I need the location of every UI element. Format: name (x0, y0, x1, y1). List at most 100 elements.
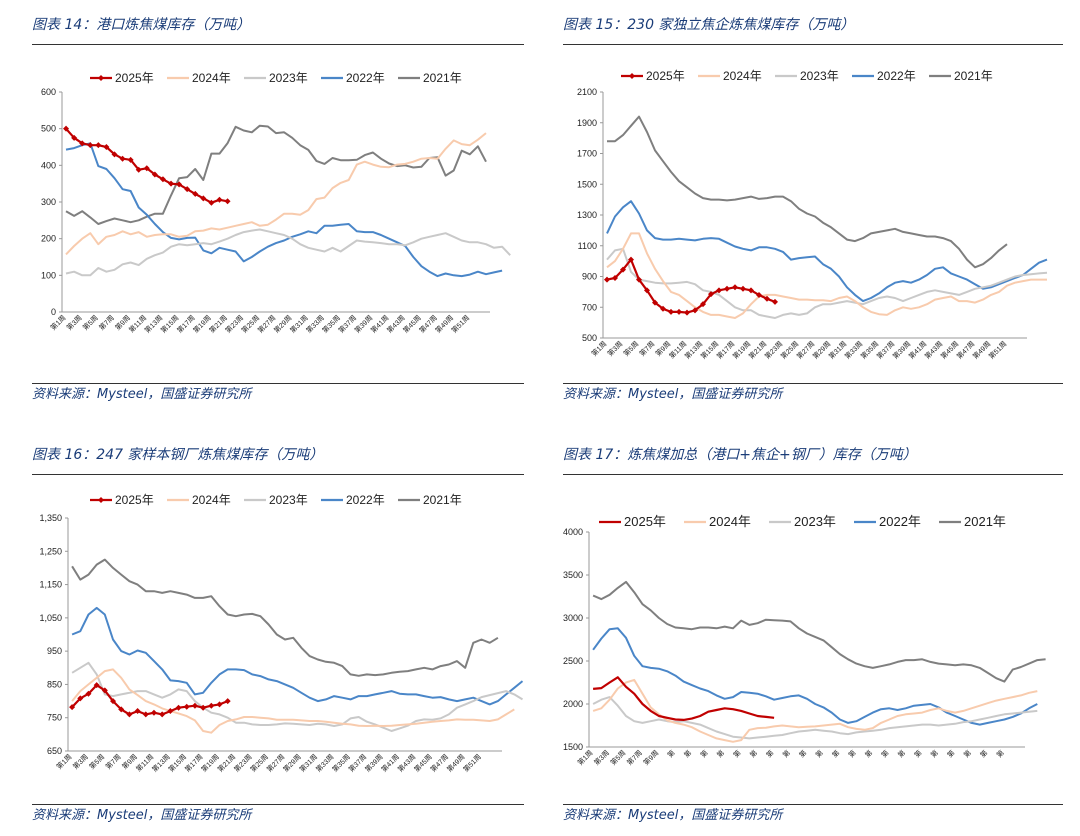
data-point (101, 687, 108, 694)
data-point (168, 180, 175, 187)
data-point (151, 171, 158, 178)
y-tick-label: 3000 (563, 613, 583, 623)
data-point (134, 708, 141, 715)
data-point (216, 701, 223, 708)
y-tick-label: 1,150 (39, 580, 62, 590)
x-tick-label: 第 (731, 748, 742, 759)
legend-label: 2021年 (954, 69, 993, 83)
legend-item: 2024年 (167, 493, 231, 507)
legend-item: 2022年 (321, 493, 385, 507)
legend-item: 2021年 (929, 69, 993, 83)
series-line-2021年 (592, 580, 1046, 683)
chart-panel-15: 图表 15：230 家独立焦企炼焦煤库存（万吨） 500 700 900 1100 13… (563, 10, 1063, 410)
y-tick-label: 200 (41, 234, 56, 244)
series-line-2021年 (65, 124, 487, 225)
y-tick-label: 1500 (563, 742, 583, 752)
x-tick-label: 第3周 (605, 339, 624, 358)
data-point (692, 307, 698, 314)
x-tick-label: 第 (665, 748, 676, 759)
line-chart: 6507508509501,0501,1501,2501,350第1周第3周第5… (39, 493, 524, 774)
chart-source: 资料来源：Mysteel，国盛证券研究所 (563, 383, 1063, 406)
data-point (192, 190, 199, 197)
data-point (127, 156, 134, 163)
data-point (652, 299, 658, 306)
legend-label: 2024年 (192, 71, 231, 85)
y-tick-label: 300 (41, 197, 56, 207)
y-tick-label: 650 (47, 746, 62, 756)
data-point (724, 285, 730, 292)
data-point (636, 276, 642, 283)
x-tick-label: 第51周 (461, 752, 483, 774)
data-point (119, 155, 126, 162)
x-tick-label: 第 (978, 748, 989, 759)
chart-title: 图表 14：港口炼焦煤库存（万吨） (32, 10, 524, 45)
data-point (77, 695, 84, 702)
data-point (191, 702, 198, 709)
data-point (175, 704, 182, 711)
line-chart: 500700900110013001500170019002100第1周第3周第… (577, 69, 1048, 361)
legend-item: 2021年 (939, 514, 1006, 529)
x-tick-label: 第 (863, 748, 874, 759)
y-tick-label: 500 (582, 333, 597, 343)
data-point (620, 266, 626, 273)
legend-item: 2023年 (244, 493, 308, 507)
chart-panel-14: 图表 14：港口炼焦煤库存（万吨） 0 100 200 300 400 500 600 第1周… (32, 10, 524, 410)
x-tick-label: 第5周 (608, 748, 627, 767)
data-point (118, 706, 125, 713)
data-point (87, 142, 94, 149)
data-point (71, 134, 78, 141)
series-line-2024年 (71, 668, 515, 734)
series-line-2021年 (607, 115, 1008, 269)
series-line-2025年 (606, 258, 776, 314)
y-tick-label: 500 (41, 124, 56, 134)
data-point (159, 176, 166, 183)
y-tick-label: 400 (41, 160, 56, 170)
x-tick-label: 第 (748, 748, 759, 759)
x-tick-label: 第 (764, 748, 775, 759)
series-line-2024年 (606, 232, 1047, 319)
data-point (176, 181, 183, 188)
series-line-2022年 (592, 627, 1038, 726)
x-tick-label: 第3周 (592, 748, 611, 767)
legend-label: 2021年 (423, 71, 462, 85)
chart-source: 资料来源：Mysteel，国盛证券研究所 (32, 383, 524, 406)
legend-item: 2023年 (769, 514, 836, 529)
data-point (184, 186, 191, 193)
legend-item: 2024年 (684, 514, 751, 529)
x-tick-label: 第5周 (621, 339, 640, 358)
series-line-2024年 (592, 678, 1038, 743)
y-tick-label: 2000 (563, 699, 583, 709)
legend-item: 2023年 (775, 69, 839, 83)
series-line-2022年 (606, 200, 1048, 303)
chart-title: 图表 16：247 家样本钢厂炼焦煤库存（万吨） (32, 440, 524, 475)
x-tick-label: 第 (929, 748, 940, 759)
legend-item: 2025年 (599, 514, 666, 529)
legend-label: 2025年 (115, 493, 154, 507)
x-tick-label: 第3周 (65, 313, 84, 332)
data-point (143, 165, 150, 172)
x-tick-label: 第 (995, 748, 1006, 759)
data-point (159, 711, 166, 718)
legend-label: 2025年 (646, 69, 685, 83)
y-tick-label: 700 (582, 302, 597, 312)
legend-item: 2022年 (852, 69, 916, 83)
legend-item: 2023年 (244, 71, 308, 85)
y-tick-label: 850 (47, 679, 62, 689)
x-tick-label: 第 (830, 748, 841, 759)
series-line-2025年 (592, 676, 775, 721)
legend-item: 2024年 (698, 69, 762, 83)
data-point (200, 704, 207, 711)
legend-item: 2025年 (90, 71, 154, 85)
chart-panel-16: 图表 16：247 家样本钢厂炼焦煤库存（万吨） 650 750 850 950 1,0… (32, 440, 524, 832)
legend-label: 2023年 (794, 514, 836, 529)
data-point (740, 285, 746, 292)
y-tick-label: 4000 (563, 527, 583, 537)
series-line-2023年 (71, 661, 524, 732)
legend-marker (98, 75, 104, 81)
legend-label: 2022年 (346, 71, 385, 85)
legend-label: 2022年 (346, 493, 385, 507)
legend-marker (98, 497, 104, 503)
data-point (660, 305, 666, 312)
chart-title: 图表 17：炼焦煤加总（港口+焦企+钢厂）库存（万吨） (563, 440, 1063, 475)
y-tick-label: 1100 (578, 241, 597, 251)
